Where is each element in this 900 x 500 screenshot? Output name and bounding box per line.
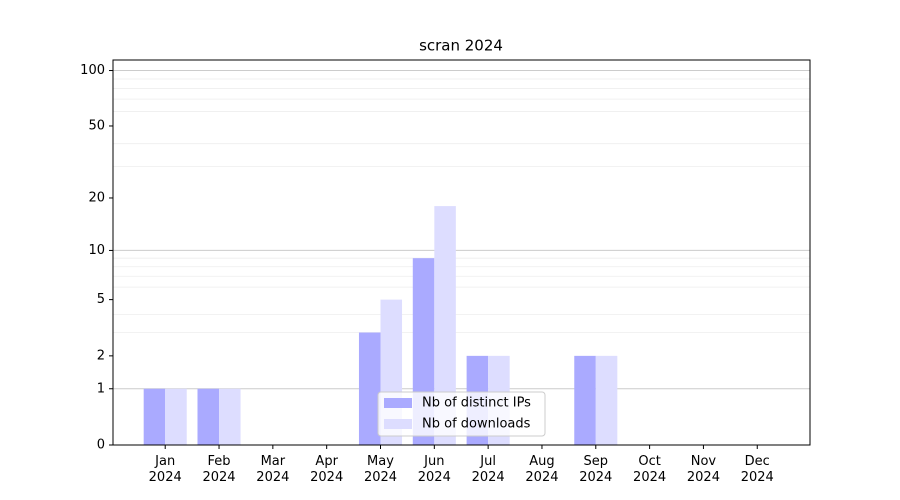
x-tick-label: Jan 2024 — [149, 454, 182, 485]
x-tick-label: Oct 2024 — [633, 454, 666, 485]
x-tick-label: Apr 2024 — [310, 454, 343, 485]
y-tick-label: 0 — [97, 438, 105, 453]
legend-label: Nb of distinct IPs — [422, 396, 531, 411]
bar — [143, 388, 166, 445]
legend-swatch — [384, 419, 412, 429]
y-tick-label: 2 — [97, 348, 105, 363]
y-tick-label: 20 — [88, 190, 105, 205]
y-tick-label: 10 — [88, 243, 105, 258]
bar — [197, 388, 220, 445]
legend-label: Nb of downloads — [422, 417, 531, 432]
legend-swatch — [384, 398, 412, 408]
y-tick-label: 5 — [97, 292, 105, 307]
y-tick-label: 1 — [97, 381, 105, 396]
x-tick-label: Sep 2024 — [579, 454, 612, 485]
bar — [595, 355, 618, 445]
x-tick-label: Dec 2024 — [741, 454, 774, 485]
plot-frame — [112, 59, 811, 446]
x-tick-label: Aug 2024 — [525, 454, 558, 485]
bar — [165, 388, 187, 445]
y-tick-label: 50 — [88, 118, 105, 133]
x-tick-label: Nov 2024 — [687, 454, 720, 485]
bar — [358, 332, 381, 445]
x-tick-label: Jul 2024 — [472, 454, 505, 485]
x-tick-label: Jun 2024 — [418, 454, 451, 485]
bar — [219, 388, 241, 445]
legend-box — [377, 391, 546, 437]
bar — [434, 206, 456, 445]
chart-title: scran 2024 — [419, 37, 503, 55]
bar — [574, 355, 596, 445]
y-tick-label: 100 — [80, 63, 105, 78]
x-tick-label: May 2024 — [364, 454, 397, 485]
x-tick-label: Feb 2024 — [202, 454, 235, 485]
x-tick-label: Mar 2024 — [256, 454, 289, 485]
